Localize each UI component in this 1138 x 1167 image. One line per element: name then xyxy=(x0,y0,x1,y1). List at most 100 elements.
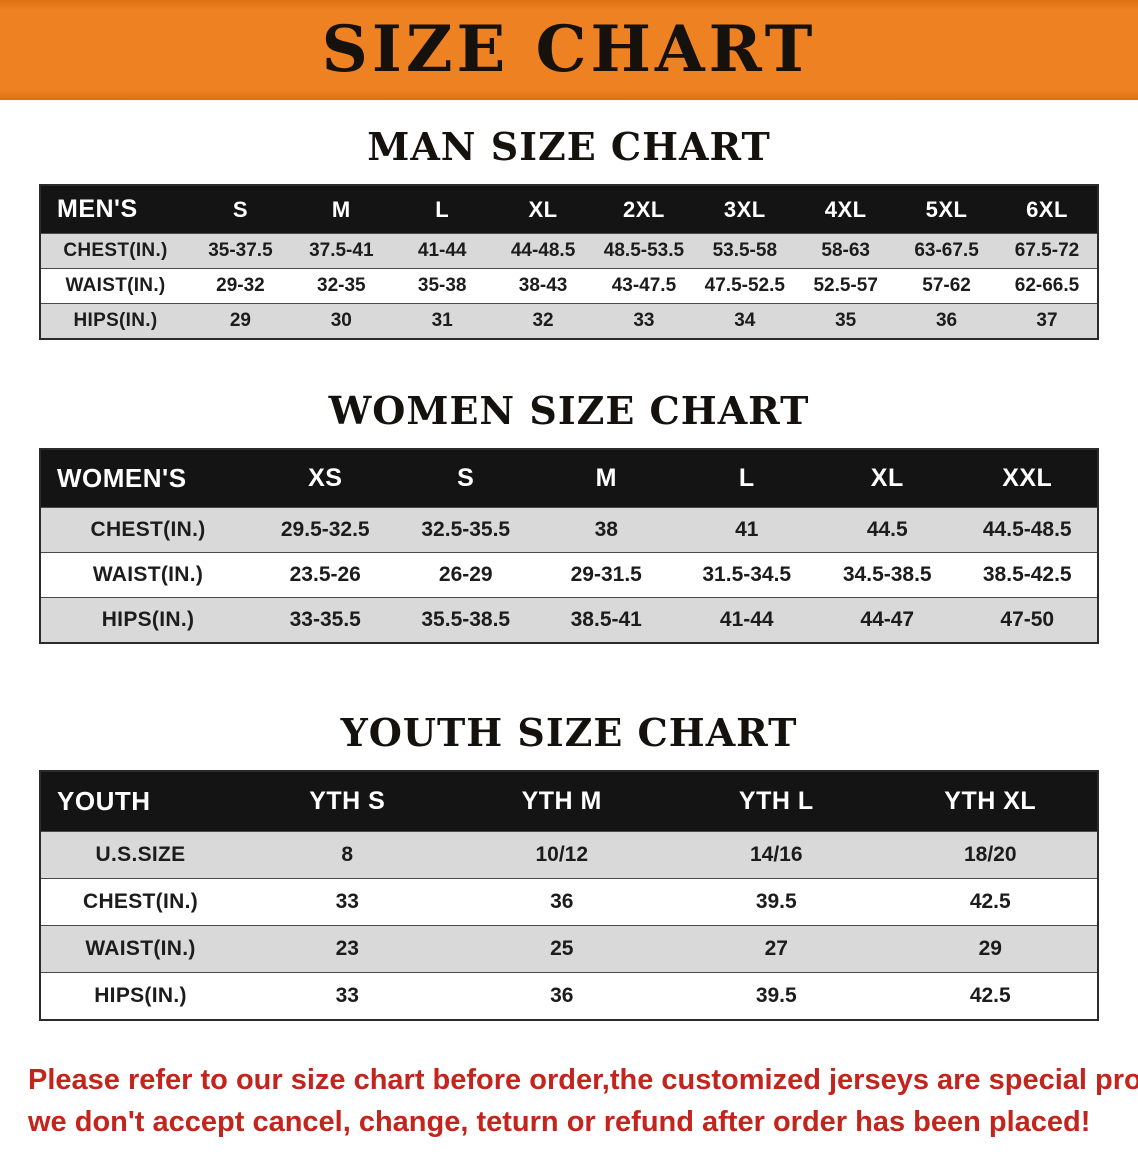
size-value-cell: 38.5-41 xyxy=(570,608,642,631)
size-value-cell: 23.5-26 xyxy=(289,563,361,586)
size-value-cell: 31 xyxy=(431,310,453,331)
size-value-cell: 44-48.5 xyxy=(510,240,576,261)
size-value-cell: 63-67.5 xyxy=(914,240,979,261)
men-size-section: MAN SIZE CHART MEN'S S M L XL 2XL 3XL 4XL 5XL 6XL C… xyxy=(0,124,1138,340)
size-value-cell: 10/12 xyxy=(535,843,589,866)
women-corner-header: WOMEN'S xyxy=(40,449,255,508)
size-value-cell: 57-62 xyxy=(922,275,971,296)
men-size-header: L xyxy=(391,185,493,234)
size-value-cell: 41 xyxy=(735,518,759,541)
men-size-header: 6XL xyxy=(997,185,1098,234)
women-size-header: L xyxy=(676,449,817,508)
youth-header-row: YOUTH YTH S YTH M YTH L YTH XL xyxy=(40,771,1098,832)
women-section-heading: WOMEN SIZE CHART xyxy=(328,388,810,433)
table-row: CHEST(IN.) 33 36 39.5 42.5 xyxy=(40,878,1098,926)
youth-size-header: YTH L xyxy=(669,771,884,832)
size-value-cell: 34 xyxy=(734,310,756,331)
size-value-cell: 27 xyxy=(764,937,788,960)
size-value-cell: 47.5-52.5 xyxy=(704,275,785,296)
row-label: CHEST(IN.) xyxy=(83,890,198,913)
size-value-cell: 58-63 xyxy=(821,240,870,261)
size-value-cell: 33 xyxy=(335,890,359,913)
size-chart-sections: MAN SIZE CHART MEN'S S M L XL 2XL 3XL 4XL 5XL 6XL C… xyxy=(0,124,1138,1021)
row-label: CHEST(IN.) xyxy=(90,518,206,541)
size-value-cell: 47-50 xyxy=(1000,608,1055,631)
youth-size-header: YTH S xyxy=(240,771,455,832)
youth-size-header: YTH M xyxy=(454,771,669,832)
table-row: CHEST(IN.) 29.5-32.5 32.5-35.5 38 41 44.5 44.5… xyxy=(40,507,1098,553)
row-label: WAIST(IN.) xyxy=(92,563,204,586)
size-value-cell: 30 xyxy=(330,310,352,331)
men-size-header: 2XL xyxy=(593,185,695,234)
size-value-cell: 43-47.5 xyxy=(611,275,677,296)
size-value-cell: 67.5-72 xyxy=(1014,240,1080,261)
size-value-cell: 29.5-32.5 xyxy=(280,518,370,541)
size-value-cell: 23 xyxy=(335,937,359,960)
women-size-table: WOMEN'S XS S M L XL XXL CHEST(IN.) 29.5-32.5 32.5… xyxy=(39,448,1099,644)
size-value-cell: 35-38 xyxy=(417,275,467,296)
size-value-cell: 35-37.5 xyxy=(208,240,273,261)
size-value-cell: 37.5-41 xyxy=(309,240,374,261)
disclaimer-line-2: we don't accept cancel, change, teturn o… xyxy=(28,1106,1091,1139)
size-value-cell: 37 xyxy=(1036,310,1058,331)
size-value-cell: 31.5-34.5 xyxy=(702,563,792,586)
size-value-cell: 29 xyxy=(978,937,1002,960)
size-value-cell: 44-47 xyxy=(860,608,915,631)
women-size-header: S xyxy=(395,449,536,508)
size-value-cell: 44.5-48.5 xyxy=(982,518,1072,541)
size-value-cell: 29-32 xyxy=(216,275,265,296)
row-label: HIPS(IN.) xyxy=(94,984,187,1007)
size-value-cell: 25 xyxy=(550,937,574,960)
size-value-cell: 8 xyxy=(341,843,354,866)
size-value-cell: 32.5-35.5 xyxy=(421,518,511,541)
size-value-cell: 14/16 xyxy=(749,843,803,866)
size-value-cell: 42.5 xyxy=(969,984,1011,1007)
row-label: WAIST(IN.) xyxy=(85,937,196,960)
youth-size-table: YOUTH YTH S YTH M YTH L YTH XL U.S.SIZE 8 10/12… xyxy=(39,770,1099,1021)
table-row: CHEST(IN.) 35-37.5 37.5-41 41-44 44-48.5 48.5… xyxy=(40,233,1098,269)
men-size-header: 3XL xyxy=(694,185,796,234)
men-size-header: 4XL xyxy=(795,185,897,234)
men-size-header: M xyxy=(290,185,392,234)
page-title: SIZE CHART xyxy=(321,12,817,87)
size-value-cell: 32-35 xyxy=(317,275,366,296)
size-value-cell: 18/20 xyxy=(963,843,1017,866)
size-value-cell: 29 xyxy=(229,310,251,331)
size-value-cell: 34.5-38.5 xyxy=(842,563,932,586)
size-value-cell: 36 xyxy=(550,984,574,1007)
youth-section-heading: YOUTH SIZE CHART xyxy=(340,710,798,755)
women-header-row: WOMEN'S XS S M L XL XXL xyxy=(40,449,1098,508)
size-value-cell: 48.5-53.5 xyxy=(603,240,685,261)
row-label: CHEST(IN.) xyxy=(63,240,168,261)
footer-disclaimer: Please refer to our size chart before or… xyxy=(0,1059,1138,1167)
men-section-heading: MAN SIZE CHART xyxy=(367,124,771,169)
size-value-cell: 36 xyxy=(935,310,958,331)
table-row: WAIST(IN.) 23 25 27 29 xyxy=(40,925,1098,973)
youth-size-header: YTH XL xyxy=(883,771,1098,832)
men-size-table: MEN'S S M L XL 2XL 3XL 4XL 5XL 6XL CHEST(IN.) 35-37… xyxy=(39,184,1099,340)
size-value-cell: 35.5-38.5 xyxy=(421,608,511,631)
size-value-cell: 42.5 xyxy=(969,890,1011,913)
size-value-cell: 41-44 xyxy=(417,240,467,261)
size-value-cell: 53.5-58 xyxy=(712,240,778,261)
size-value-cell: 38 xyxy=(594,518,618,541)
women-size-header: XXL xyxy=(957,449,1098,508)
size-value-cell: 39.5 xyxy=(755,890,797,913)
size-value-cell: 39.5 xyxy=(755,984,797,1007)
disclaimer-line-1: Please refer to our size chart before or… xyxy=(28,1064,1138,1096)
row-label: HIPS(IN.) xyxy=(101,608,195,631)
size-value-cell: 38.5-42.5 xyxy=(982,563,1072,586)
size-value-cell: 33 xyxy=(335,984,359,1007)
men-size-header: S xyxy=(190,185,291,234)
table-row: HIPS(IN.) 29 30 31 32 33 34 35 36 37 xyxy=(40,303,1098,339)
table-row: HIPS(IN.) 33-35.5 35.5-38.5 38.5-41 41-44 44-… xyxy=(40,597,1098,643)
youth-size-section: YOUTH SIZE CHART YOUTH YTH S YTH M YTH L YTH … xyxy=(0,710,1138,1021)
size-value-cell: 36 xyxy=(550,890,574,913)
women-size-header: XS xyxy=(255,449,396,508)
men-corner-header: MEN'S xyxy=(40,185,190,234)
youth-corner-header: YOUTH xyxy=(40,771,240,832)
row-label: WAIST(IN.) xyxy=(65,275,166,296)
size-value-cell: 26-29 xyxy=(438,563,493,586)
table-row: WAIST(IN.) 29-32 32-35 35-38 38-43 43-47.5 47.… xyxy=(40,268,1098,304)
